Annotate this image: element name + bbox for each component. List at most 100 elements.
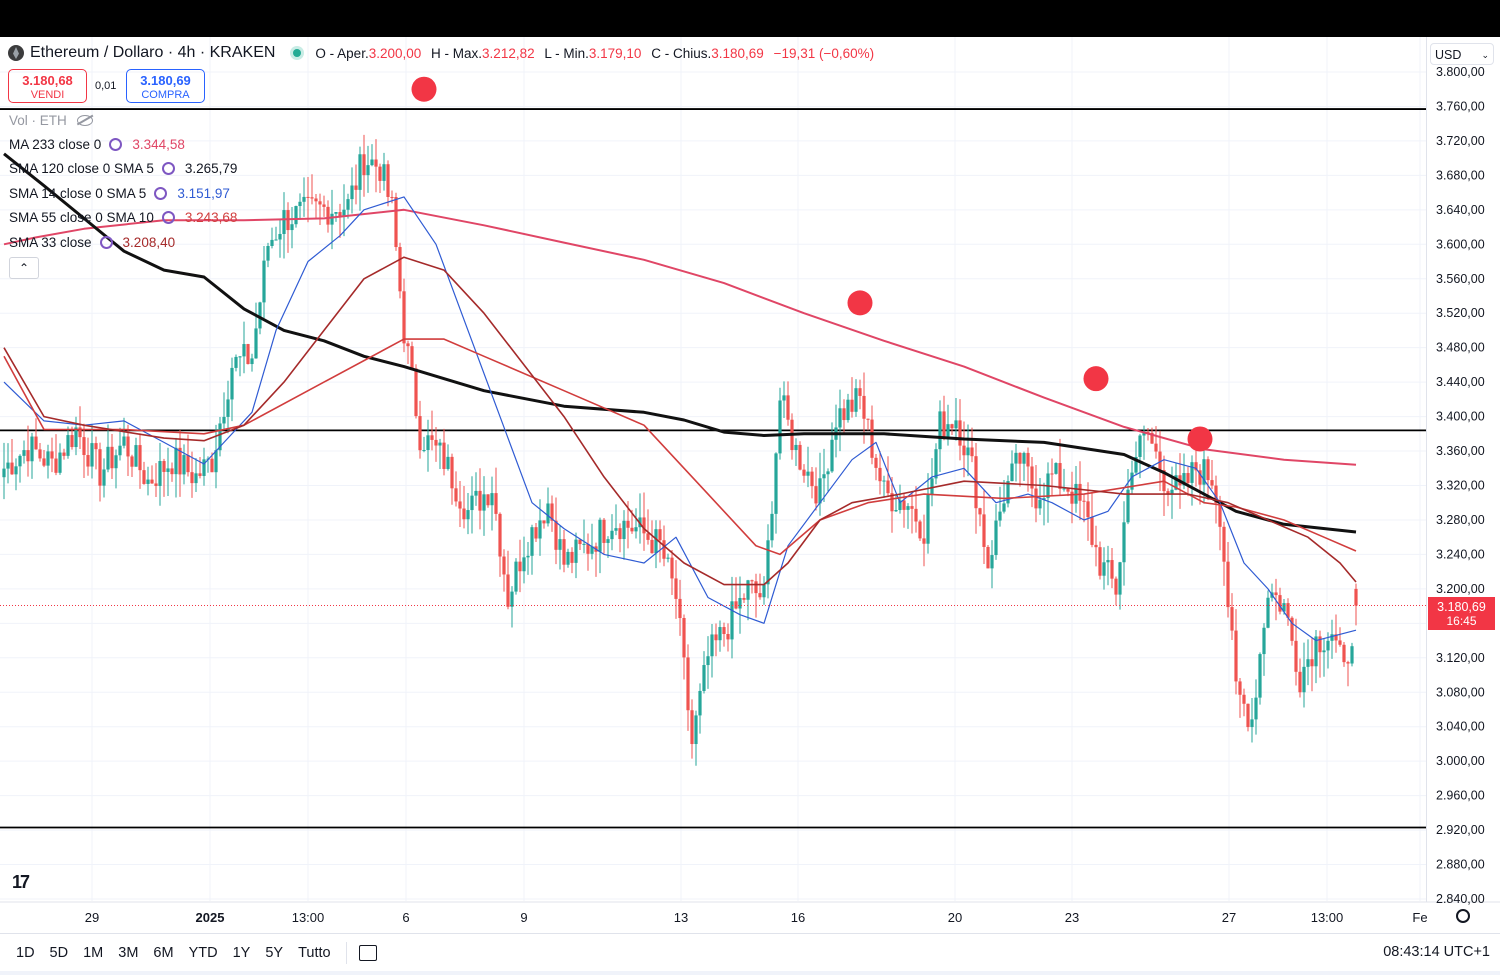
collapse-legend-button[interactable]: ⌃ bbox=[9, 257, 39, 279]
candle-body bbox=[1254, 697, 1258, 720]
price-tick-label: 3.240,00 bbox=[1436, 547, 1485, 561]
candle-body bbox=[1150, 432, 1154, 444]
candle-body bbox=[50, 451, 54, 459]
range-3m-button[interactable]: 3M bbox=[118, 945, 139, 961]
candle-body bbox=[902, 500, 906, 510]
candle-body bbox=[298, 201, 302, 207]
chart-area[interactable]: 3.800,00 3.760,00 3.720,00 3.680,00 3.640,00… bbox=[0, 37, 1500, 975]
candle-body bbox=[170, 468, 174, 475]
cycle-icon[interactable] bbox=[161, 162, 175, 175]
candle-body bbox=[1102, 562, 1106, 576]
legend-sma33[interactable]: SMA 33 close 3.208,40 bbox=[9, 235, 175, 250]
candle-body bbox=[390, 196, 394, 198]
range-5y-button[interactable]: 5Y bbox=[265, 945, 284, 961]
low-value: 3.179,10 bbox=[588, 45, 642, 61]
indicator-name: SMA 33 close bbox=[9, 235, 92, 250]
candle-body bbox=[870, 419, 874, 458]
settings-gear-icon[interactable] bbox=[1456, 909, 1470, 923]
sell-button[interactable]: 3.180,68 VENDI bbox=[8, 69, 87, 103]
symbol-title[interactable]: Ethereum / Dollaro · 4h · KRAKEN bbox=[30, 44, 276, 61]
cycle-icon[interactable] bbox=[109, 138, 123, 151]
candle-body bbox=[166, 468, 170, 472]
candle-body bbox=[1286, 603, 1290, 618]
candle-body bbox=[846, 399, 850, 421]
range-ytd-button[interactable]: YTD bbox=[188, 945, 218, 961]
buy-label: COMPRA bbox=[141, 89, 190, 101]
candle-body bbox=[426, 435, 430, 451]
legend-ma233[interactable]: MA 233 close 0 3.344,58 bbox=[9, 137, 185, 152]
clock[interactable]: 08:43:14 UTC+1 bbox=[1383, 944, 1490, 960]
candle-body bbox=[230, 367, 234, 400]
candle-body bbox=[1050, 473, 1054, 475]
indicator-name: SMA 55 close 0 SMA 10 bbox=[9, 210, 154, 225]
time-tick-label: 9 bbox=[520, 910, 527, 925]
legend-sma120[interactable]: SMA 120 close 0 SMA 5 3.265,79 bbox=[9, 161, 237, 176]
candle-body bbox=[198, 473, 202, 476]
price-chart[interactable]: 3.800,00 3.760,00 3.720,00 3.680,00 3.640,00… bbox=[0, 37, 1500, 975]
candle-body bbox=[490, 493, 494, 506]
candle-body bbox=[226, 399, 230, 417]
candle-body bbox=[670, 557, 674, 579]
candle-body bbox=[234, 356, 238, 368]
cycle-icon[interactable] bbox=[161, 211, 175, 224]
candle-body bbox=[1166, 491, 1170, 494]
range-1y-button[interactable]: 1Y bbox=[232, 945, 251, 961]
candle-body bbox=[162, 461, 166, 472]
candle-body bbox=[310, 197, 314, 199]
candle-body bbox=[1326, 640, 1330, 651]
candle-body bbox=[1154, 443, 1158, 452]
candle-body bbox=[1310, 659, 1314, 667]
range-1m-button[interactable]: 1M bbox=[83, 945, 104, 961]
volume-legend[interactable]: Vol · ETH bbox=[9, 113, 93, 128]
range-buttons: 1D 5D 1M 3M 6M YTD 1Y 5Y Tutto bbox=[16, 945, 346, 961]
candle-body bbox=[450, 456, 454, 489]
cycle-icon[interactable] bbox=[99, 236, 113, 249]
candle-body bbox=[1246, 703, 1250, 728]
candle-body bbox=[382, 164, 386, 181]
candle-body bbox=[966, 447, 970, 456]
range-6m-button[interactable]: 6M bbox=[153, 945, 174, 961]
candle-body bbox=[798, 444, 802, 470]
legend-sma55[interactable]: SMA 55 close 0 SMA 10 3.243,68 bbox=[9, 210, 237, 225]
candle-body bbox=[586, 543, 590, 554]
candle-body bbox=[1354, 588, 1358, 606]
tradingview-logo-icon[interactable]: 17 bbox=[12, 872, 30, 892]
candle-body bbox=[998, 511, 1002, 521]
price-tick-label: 3.680,00 bbox=[1436, 168, 1485, 182]
candle-body bbox=[530, 527, 534, 556]
candle-body bbox=[86, 455, 90, 467]
indicator-name: SMA 120 close 0 SMA 5 bbox=[9, 161, 154, 176]
legend-sma14[interactable]: SMA 14 close 0 SMA 5 3.151,97 bbox=[9, 186, 230, 201]
candle-body bbox=[38, 449, 42, 459]
candle-body bbox=[82, 437, 86, 456]
last-price-value: 3.180,69 bbox=[1437, 600, 1486, 614]
candle-body bbox=[438, 442, 442, 446]
volume-label: Vol · ETH bbox=[9, 113, 67, 128]
candle-body bbox=[482, 494, 486, 511]
hidden-eye-icon[interactable] bbox=[76, 115, 93, 126]
candle-body bbox=[750, 580, 754, 582]
candle-body bbox=[1110, 560, 1114, 579]
candle-body bbox=[58, 452, 62, 473]
candle-body bbox=[1134, 456, 1138, 473]
range-1d-button[interactable]: 1D bbox=[16, 945, 35, 961]
resistance-marker bbox=[411, 76, 437, 102]
buy-button[interactable]: 3.180,69 COMPRA bbox=[126, 69, 205, 103]
currency-select[interactable]: USD ⌄ bbox=[1430, 43, 1494, 65]
candle-body bbox=[1090, 517, 1094, 545]
candle-body bbox=[1298, 671, 1302, 693]
candle-body bbox=[886, 480, 890, 494]
candle-body bbox=[98, 449, 102, 486]
cycle-icon[interactable] bbox=[154, 187, 168, 200]
candle-body bbox=[1190, 462, 1194, 483]
goto-date-icon[interactable] bbox=[358, 945, 377, 961]
candle-body bbox=[1138, 435, 1142, 457]
candle-body bbox=[910, 506, 914, 509]
range-5d-button[interactable]: 5D bbox=[49, 945, 69, 961]
market-open-icon bbox=[293, 49, 302, 57]
high-value: 3.212,82 bbox=[482, 45, 535, 61]
candle-body bbox=[250, 358, 254, 365]
candle-body bbox=[222, 416, 226, 424]
range-all-button[interactable]: Tutto bbox=[298, 945, 331, 961]
candle-body bbox=[294, 206, 298, 225]
